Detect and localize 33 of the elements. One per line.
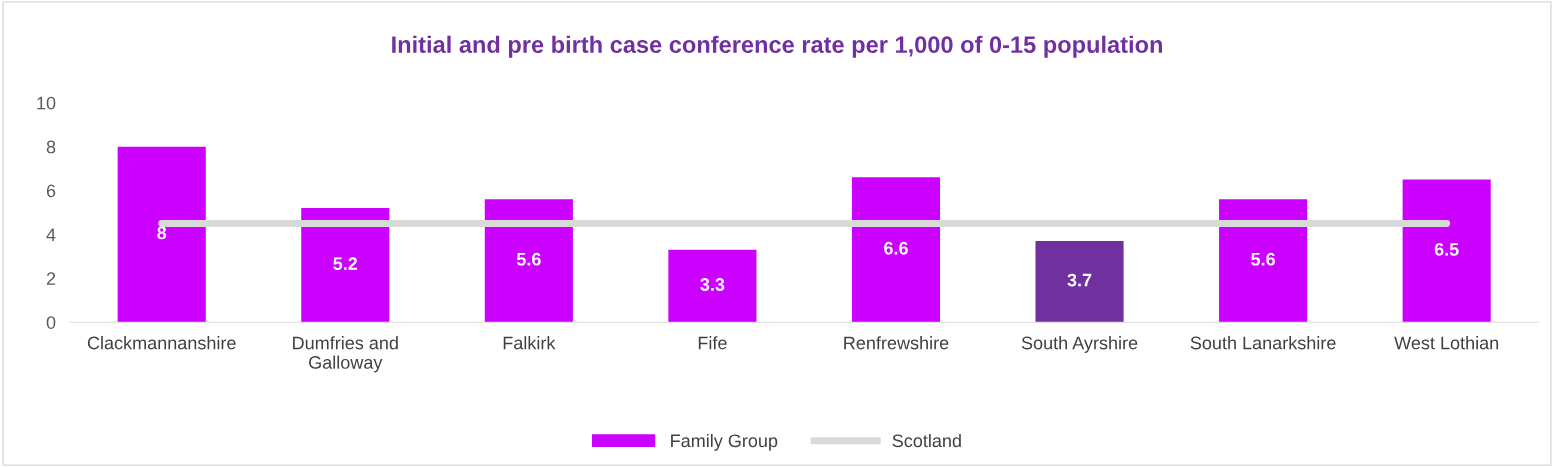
bar <box>1219 199 1308 323</box>
data-label: 5.6 <box>516 252 541 266</box>
data-label: 3.7 <box>1067 273 1092 287</box>
x-tick-label: Fife <box>698 336 727 350</box>
x-tick-label: Renfrewshire <box>844 336 949 350</box>
bar <box>301 208 390 323</box>
y-tick-label: 2 <box>46 272 56 285</box>
x-tick-label: West Lothian <box>1394 336 1499 350</box>
chart-title: Initial and pre birth case conference rate per 1,000 of 0-15 population <box>392 35 1162 58</box>
y-tick-label: 10 <box>37 96 56 110</box>
legend-label: Scotland <box>892 433 961 448</box>
bar <box>1035 241 1124 323</box>
x-tick-label: South Lanarkshire <box>1190 336 1336 350</box>
y-tick-label: 4 <box>46 228 56 241</box>
x-tick-label: Falkirk <box>503 336 556 350</box>
bar <box>1402 179 1491 323</box>
legend-label: Family Group <box>671 433 778 451</box>
data-label: 3.3 <box>700 278 725 291</box>
data-label: 8 <box>157 226 167 240</box>
data-label: 5.6 <box>1251 252 1276 266</box>
x-tick-label: South Ayrshire <box>1021 336 1138 353</box>
bar <box>668 249 757 323</box>
data-label: 6.5 <box>1434 242 1459 256</box>
bar <box>484 199 573 323</box>
x-tick-label: Clackmannanshire <box>87 336 236 350</box>
data-label: 5.2 <box>333 257 358 271</box>
y-tick-label: 6 <box>46 184 56 198</box>
x-tick-label: Dumfries and Galloway <box>293 336 398 373</box>
bar <box>851 177 941 323</box>
y-tick-label: 0 <box>46 316 56 329</box>
y-tick-label: 8 <box>46 140 56 154</box>
data-label: 6.6 <box>884 241 908 255</box>
bar <box>117 146 206 323</box>
